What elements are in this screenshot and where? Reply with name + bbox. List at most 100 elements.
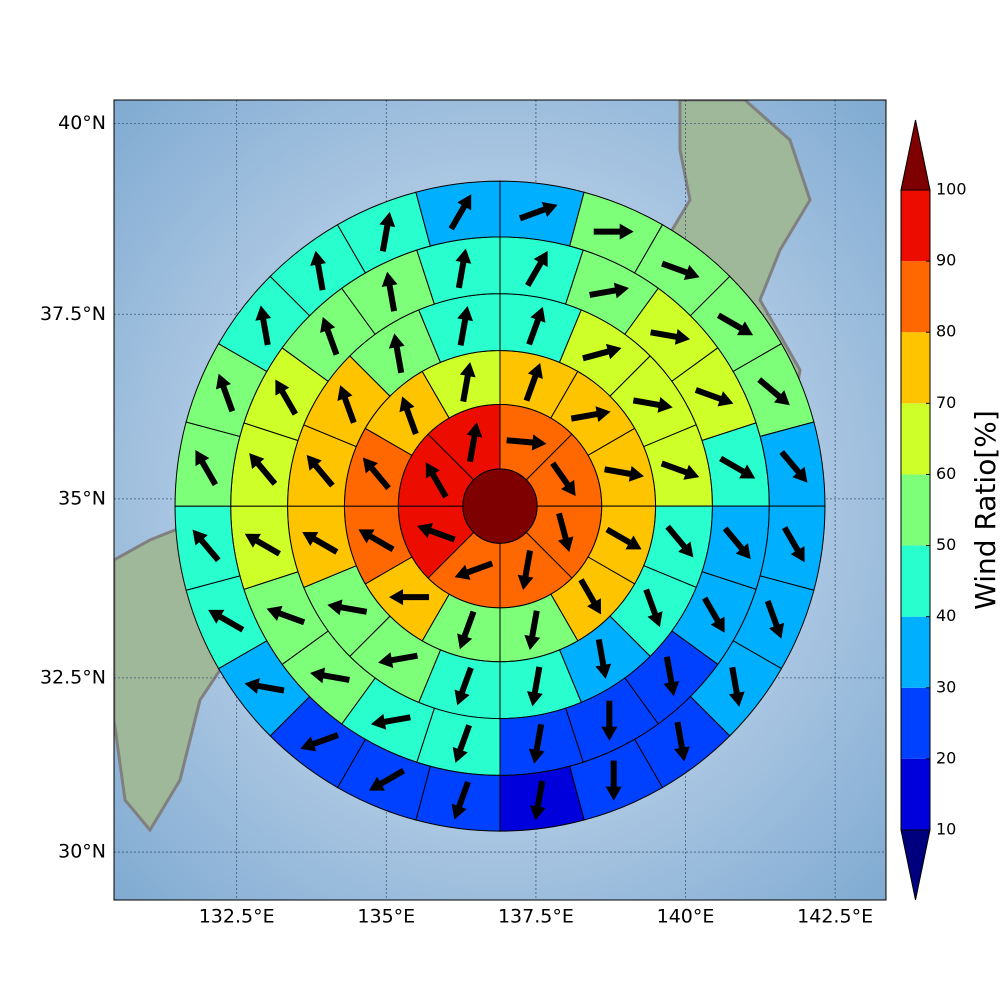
colorbar-tick-label: 60 [936, 464, 956, 483]
wind-arrow [517, 550, 534, 590]
wind-arrow [425, 462, 449, 499]
wind-arrow [525, 250, 548, 288]
wind-arrow [457, 610, 477, 650]
wind-arrow [661, 260, 700, 280]
x-tick-label: 140°E [657, 906, 715, 928]
wind-arrow [208, 609, 245, 633]
y-tick-label: 35°N [58, 487, 106, 509]
x-tick-label: 142.5°E [797, 906, 873, 928]
wind-arrow [215, 373, 236, 413]
wind-arrow [524, 610, 541, 651]
colorbar-bin [901, 403, 930, 475]
wind-arrow [643, 588, 663, 628]
wind-arrow [451, 780, 471, 820]
x-tick-label: 132.5°E [199, 906, 275, 928]
wind-arrow [589, 282, 630, 299]
wind-arrow [523, 363, 543, 402]
wind-arrow [779, 450, 808, 483]
wind-arrow [593, 223, 634, 240]
colorbar-tick-label: 90 [936, 251, 956, 270]
wind-arrow [362, 457, 391, 491]
wind-arrow [518, 201, 558, 222]
wind-arrow [506, 434, 547, 451]
wind-arrow [719, 455, 756, 479]
colorbar: 10 20 30 40 50 60 70 80 90 100 [900, 119, 967, 901]
wind-arrow [722, 526, 751, 560]
wind-arrow [526, 666, 543, 707]
wind-arrow [300, 732, 339, 752]
sector [415, 765, 501, 832]
colorbar-bin [901, 474, 930, 546]
wind-arrow [302, 532, 339, 555]
wind-arrow [306, 454, 335, 488]
wind-arrow [310, 250, 326, 291]
wind-arrow [452, 724, 472, 763]
wind-arrow [457, 305, 474, 346]
wind-arrow [526, 306, 546, 346]
wind-arrow [528, 723, 545, 764]
colorbar-bin [901, 332, 930, 404]
wind-arrow [275, 379, 298, 416]
colorbar-tick-label: 50 [936, 535, 956, 554]
colorbar-label: Wind Ratio[%] [969, 410, 1000, 610]
wind-arrow [266, 605, 306, 626]
colorbar-tick-label: 70 [936, 393, 956, 412]
wind-arrow [388, 333, 405, 374]
colorbar-tick-label: 10 [936, 820, 956, 839]
wind-arrow [358, 529, 395, 553]
wind-arrow [455, 248, 472, 289]
center-sector [462, 468, 538, 544]
wind-arrow [337, 385, 357, 424]
wind-arrow [320, 317, 340, 356]
sector [174, 421, 241, 507]
wind-arrow [370, 713, 411, 730]
colorbar-bin [901, 545, 930, 617]
wind-arrow [595, 638, 612, 679]
sector [759, 505, 826, 591]
wind-arrow [578, 578, 601, 615]
wind-arrow [309, 667, 350, 684]
wind-arrow [417, 523, 456, 543]
colorbar-over [900, 119, 931, 191]
wind-arrow [660, 460, 700, 480]
wind-arrow [605, 526, 642, 550]
wind-arrow [728, 666, 745, 707]
wind-arrow [632, 397, 673, 413]
y-tick-label: 40°N [58, 112, 106, 134]
wind-arrow [378, 652, 418, 669]
wind-arrow [665, 524, 694, 558]
wind-arrow [601, 700, 618, 741]
wind-arrow [674, 721, 690, 762]
wind-arrow [702, 596, 725, 633]
x-tick-label: 135°E [357, 906, 415, 928]
wind-arrow [757, 377, 790, 406]
colorbar-bin [901, 190, 930, 262]
colorbar-bin [901, 261, 930, 333]
wind-arrow [650, 328, 691, 345]
colorbar-tick-label: 40 [936, 606, 956, 625]
colorbar-bin [901, 616, 930, 688]
wind-arrow [454, 560, 494, 580]
wind-arrow [764, 600, 785, 639]
sectors [174, 180, 826, 832]
map-frame [113, 99, 887, 901]
colorbar-tick-label: 30 [936, 677, 956, 696]
sector [499, 180, 585, 247]
tick-labels: 132.5°E 135°E 137.5°E 140°E 142.5°E 30°N 32.5°… [40, 112, 873, 928]
wind-arrow [389, 589, 430, 606]
wind-arrow [399, 396, 419, 435]
colorbar-under [900, 829, 931, 901]
wind-arrow [529, 780, 546, 821]
y-tick-label: 32.5°N [40, 666, 106, 688]
y-tick-label: 37.5°N [40, 303, 106, 325]
colorbar-bin [901, 758, 930, 830]
wind-arrow [368, 768, 406, 791]
wind-arrow [466, 422, 483, 463]
wind-arrow [454, 666, 474, 706]
colorbar-tick-label: 20 [936, 748, 956, 767]
wind-arrow [381, 271, 398, 312]
colorbar-tick-label: 100 [936, 180, 967, 199]
y-tick-label: 30°N [58, 841, 106, 863]
wind-arrow [550, 461, 576, 496]
